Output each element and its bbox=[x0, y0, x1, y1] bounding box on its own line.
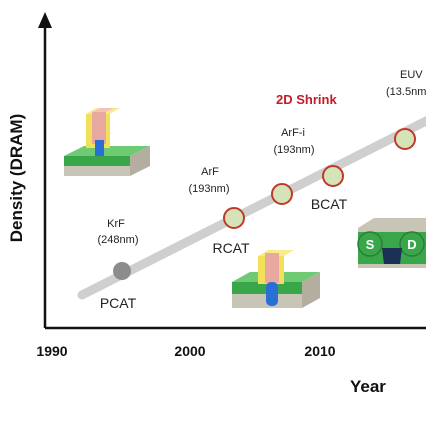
node-euv-litho: EUV bbox=[400, 69, 423, 81]
x-tick-2000: 2000 bbox=[174, 343, 205, 359]
axes bbox=[38, 12, 426, 330]
x-tick-2010: 2010 bbox=[304, 343, 335, 359]
x-axis-title: Year bbox=[350, 377, 386, 396]
node-krf-cell: PCAT bbox=[100, 295, 137, 311]
node-arfi1-marker bbox=[271, 183, 293, 205]
node-arf-wavelength: (193nm) bbox=[189, 183, 230, 195]
node-krf-wavelength: (248nm) bbox=[98, 234, 139, 246]
transistor-illustration-recess bbox=[232, 250, 320, 308]
drain-label: D bbox=[407, 237, 416, 252]
drain-terminal bbox=[399, 231, 425, 257]
transistor-illustration-planar bbox=[64, 108, 150, 176]
node-arfi2-cell: BCAT bbox=[311, 196, 348, 212]
source-terminal bbox=[357, 231, 383, 257]
node-arfi2-marker bbox=[322, 165, 344, 187]
x-tick-1990: 1990 bbox=[36, 343, 67, 359]
node-krf-marker bbox=[113, 262, 131, 280]
source-label: S bbox=[366, 237, 375, 252]
node-arf-marker bbox=[223, 207, 245, 229]
node-krf-litho: KrF bbox=[107, 218, 125, 230]
headline-2d-shrink: 2D Shrink bbox=[276, 92, 337, 107]
trend-line bbox=[77, 115, 426, 300]
node-euv-marker bbox=[394, 128, 416, 150]
node-euv-wavelength: (13.5nm bbox=[386, 86, 426, 98]
node-arf-cell: RCAT bbox=[212, 240, 250, 256]
y-axis-title: Density (DRAM) bbox=[7, 114, 26, 242]
node-arfi2-wavelength: (193nm) bbox=[274, 144, 315, 156]
y-axis-arrowhead bbox=[38, 12, 52, 28]
node-arf-litho: ArF bbox=[201, 166, 219, 178]
transistor-illustration-buried: S D bbox=[357, 218, 426, 268]
node-arfi2-litho: ArF-i bbox=[281, 127, 305, 139]
